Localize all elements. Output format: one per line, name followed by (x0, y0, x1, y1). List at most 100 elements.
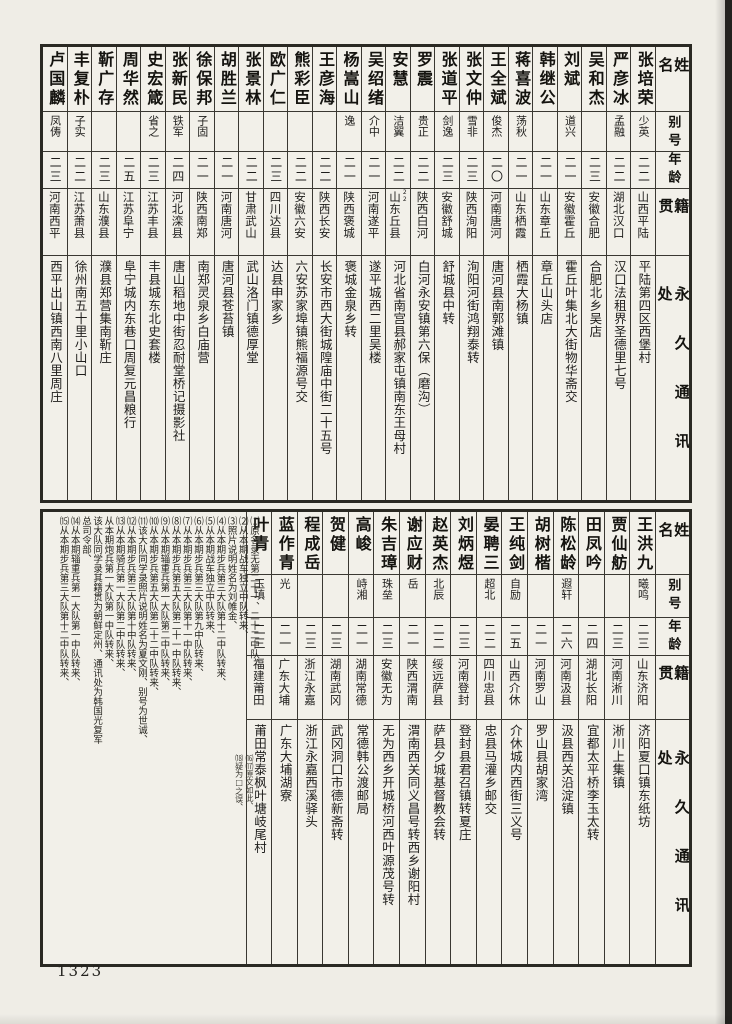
person-native-place: 甘肃武山 (239, 189, 263, 256)
person-alias: 凤俦 (43, 112, 67, 152)
person-address: 平陆第四区西堡村 (636, 260, 652, 364)
person-column: 吴绍绪 介中 二一 河南遂平 遂平城西二里吴楼 (360, 47, 386, 500)
person-age: 二三 (141, 152, 165, 189)
person-age: 二三 (323, 618, 348, 656)
footnote: ⑾该大队同学录照片说明姓名为夏文刚、别号为世诚、 (135, 516, 147, 744)
person-age: 二二 (425, 618, 451, 656)
person-alias (116, 112, 141, 152)
person-alias: 遐轩 (553, 575, 579, 618)
person-age: 二三 (92, 152, 116, 189)
person-name: 蓝作青 (272, 512, 297, 575)
person-name: 谢应财 (400, 512, 425, 575)
person-address: 褒城金泉乡转 (342, 260, 358, 338)
person-age: 二一 (508, 152, 533, 189)
note-marker: 22 (401, 189, 409, 203)
person-age: 二一 (214, 152, 239, 189)
person-native-place: 陕西南郑 (190, 189, 214, 256)
person-alias: 峙湘 (348, 575, 374, 618)
footnote: ⑼从本期辎重兵第一大队第二中队转来、 (158, 516, 170, 687)
footnote: ⑷从本期步兵第三大队第十二中队转来、 (214, 516, 226, 687)
person-column: 吴和杰 二三 安徽合肥 合肥北乡吴店 (581, 47, 606, 500)
person-column: 晏聘三 超北 二二 四川忠县 忠县马灌乡邮交 (475, 512, 502, 964)
person-column: 赵英杰 北辰 二二 绥远萨县 萨县夕城基督教会转 (424, 512, 451, 964)
person-name: 田凤吟 (579, 512, 604, 575)
person-name: 徐保邦 (190, 47, 214, 112)
person-alias (297, 575, 323, 618)
person-native-place: 福建莆田 (246, 656, 272, 720)
person-native-place: 湖北长阳 (579, 656, 604, 720)
person-column: 徐保邦 子固 二一 陕西南郑 南郑灵泉乡白庙营 (189, 47, 214, 500)
person-name: 王洪九 (630, 512, 655, 575)
person-alias (92, 112, 116, 152)
footnote: ⑶照片说明姓名为刘帷金、 (225, 516, 237, 630)
person-name: 张文仲 (459, 47, 484, 112)
person-native-place: 河南西平 (43, 189, 67, 256)
person-native-place: 安徽舒城 (435, 189, 459, 256)
person-alias (604, 575, 630, 618)
person-column: 刘斌 道兴 二一 安徽霍丘 霍丘叶集北大街物华斋交 (556, 47, 582, 500)
person-column: 安慧 洁翼 二二 山东丘县 22 河北省南宫县郝家屯镇南东王母村 (385, 47, 410, 500)
person-column: 陈松龄 遐轩 二六 河南汲县 汲县西关沿淀镇 (552, 512, 579, 964)
person-age: 二三 (374, 618, 400, 656)
footnotes-area: ⑴原名录无第二十一、二十二中队、 ⑵从本期战车独立中队转来、 ⑶照片说明姓名为刘… (43, 512, 261, 964)
person-age: 二三 (246, 618, 272, 656)
person-alias (579, 575, 604, 618)
person-address: 白河永安镇第六保（磨沟） (415, 260, 431, 416)
person-age: 二四 (579, 618, 604, 656)
person-native-place: 山东栖霞 (508, 189, 533, 256)
person-alias (451, 575, 476, 618)
person-address: 丰县城东北史套楼 (146, 260, 162, 364)
person-alias: 超北 (476, 575, 502, 618)
footnotes: ⑴原名录无第二十一、二十二中队、 ⑵从本期战车独立中队转来、 ⑶照片说明姓名为刘… (43, 516, 259, 750)
person-address: 濮县郑营集南靳庄 (97, 260, 113, 364)
register-table-top: 张培荣 少英 二二 山西平陆 平陆第四区西堡村 严彦冰 孟融 二二 湖北汉口 汉… (40, 44, 692, 503)
person-column: 卢国麟 凤俦 二三 河南西平 西平出山镇西南八里周庄 (43, 47, 67, 500)
person-address: 武冈洞口市德新斋转 (328, 724, 344, 841)
person-native-place: 安徽无为 (374, 656, 400, 720)
person-name: 杨嵩山 (337, 47, 361, 112)
person-age: 二三 (582, 152, 606, 189)
person-alias (214, 112, 239, 152)
page-number: 1323 (57, 962, 104, 980)
person-address: 河北省南宫县郝家屯镇南东王母村 (391, 260, 407, 455)
person-address: 萨县夕城基督教会转 (431, 724, 447, 841)
person-native-place: 山西介休 (502, 656, 528, 720)
person-address: 罗山县胡家湾 (533, 724, 549, 802)
person-native-place: 河南唐河 (484, 189, 508, 256)
person-address: 六安苏家埠镇熊福源号交 (293, 260, 309, 403)
header-native-place: 籍贯 (656, 656, 689, 720)
person-address: 长安市西大街城隍庙中街二十五号 (317, 260, 333, 455)
person-column: 叶青 玉填 二三 福建莆田 莆田常泰枫叶塘岐尾村 (245, 512, 272, 964)
person-name: 程成岳 (297, 512, 323, 575)
person-column: 王彦海 二二 陕西长安 长安市西大街城隍庙中街二十五号 (311, 47, 337, 500)
person-native-place: 四川忠县 (476, 656, 502, 720)
person-alias (239, 112, 263, 152)
person-age: 二三 (43, 152, 67, 189)
footnote: 从本期炮兵第一大队第一中队转来、 (102, 516, 114, 668)
person-alias: 省之 (141, 112, 165, 152)
person-address: 西平出山镇西南八里周庄 (48, 260, 64, 403)
person-column: 蓝作青 光 二一 广东大埔 广东大埔湖寮 (271, 512, 297, 964)
person-age: 二六 (553, 618, 579, 656)
person-column: 张培荣 少英 二二 山西平陆 平陆第四区西堡村 (630, 47, 655, 500)
person-address: 汉口法租界圣德里七号 (611, 260, 627, 390)
person-column: 王洪九 曦鸣 二三 山东济阳 济阳夏口镇东纸坊 (629, 512, 655, 964)
person-native-place: 陕西白河 (410, 189, 435, 256)
person-column: 靳广存 二三 山东濮县 濮县郑营集南靳庄 (91, 47, 116, 500)
person-name: 张培荣 (631, 47, 655, 112)
person-alias: 贵正 (410, 112, 435, 152)
person-address: 唐山稻地中街忍耐堂桥记摄影社 (170, 260, 186, 442)
person-name: 贺健 (323, 512, 348, 575)
person-name: 罗震 (410, 47, 435, 112)
person-column: 贾仙舫 二三 河南淅川 淅川上集镇 (603, 512, 630, 964)
person-address: 达县申家乡 (268, 260, 284, 325)
person-address: 宜都太平桥李玉太转 (584, 724, 600, 841)
person-native-place: 湖南常德 (348, 656, 374, 720)
person-alias (312, 112, 337, 152)
scan-edge-shadow (715, 0, 725, 1024)
person-column: 严彦冰 孟融 二二 湖北汉口 汉口法租界圣德里七号 (605, 47, 631, 500)
person-name: 周华然 (116, 47, 141, 112)
person-column: 高峻 峙湘 二一 湖南常德 常德韩公渡邮局 (347, 512, 374, 964)
person-native-place: 安徽霍丘 (557, 189, 582, 256)
footnote: 该大队同学录其籍贯为朝鲜定州、通讯处为韩国光复军总司令部、 (79, 516, 103, 744)
